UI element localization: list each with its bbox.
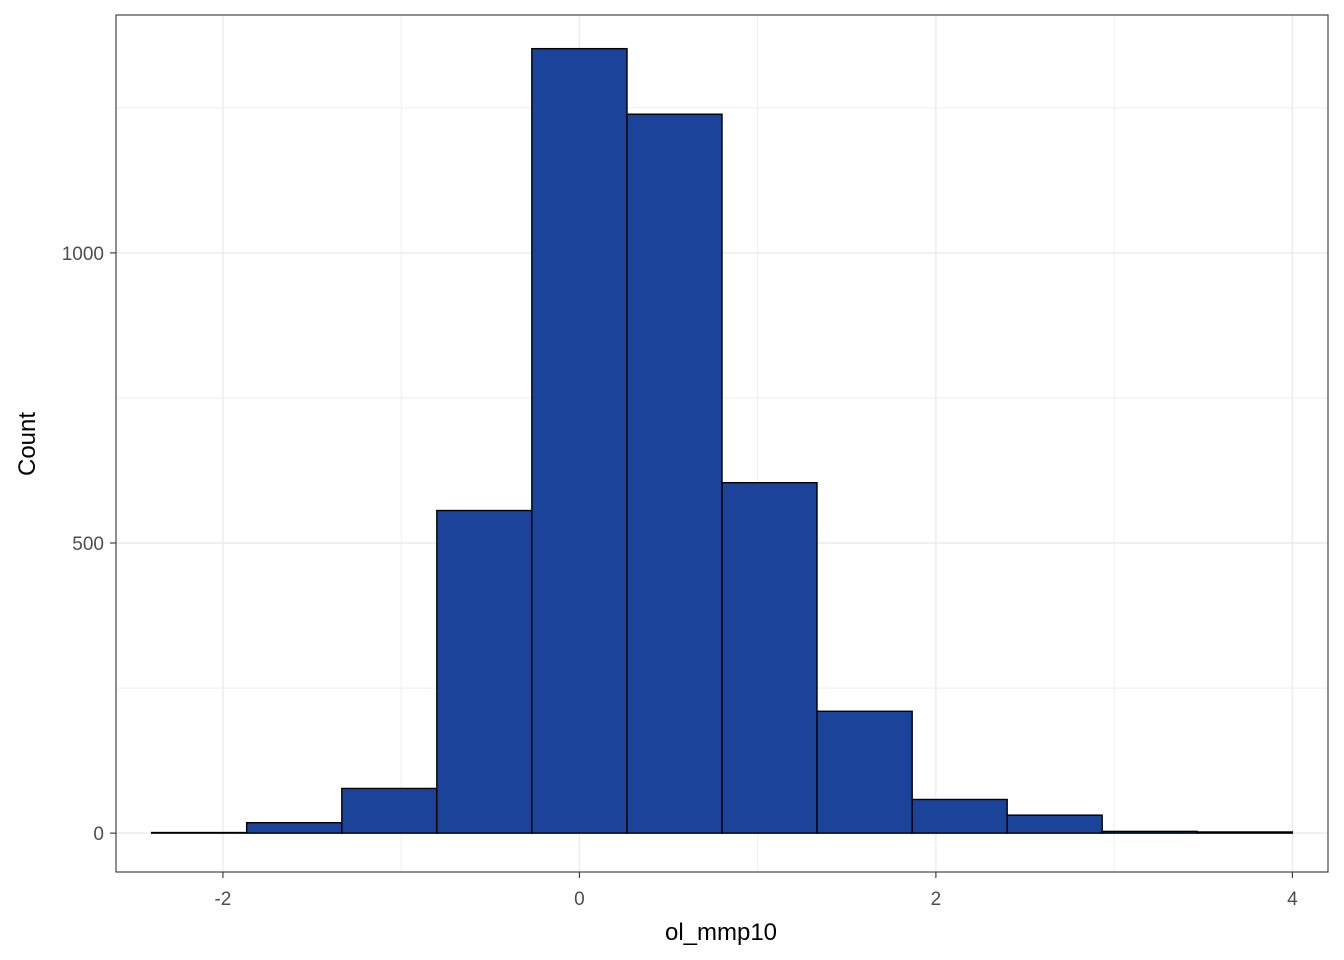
histogram-bar [721,481,818,834]
histogram-bar [911,798,1008,834]
histogram-bar [341,787,438,834]
histogram-bar [531,47,628,834]
x-tick-label: 2 [931,889,942,910]
histogram-bar [626,113,723,834]
x-tick-label: 0 [574,889,585,910]
y-axis-ticks: 0 500 1000 [62,244,116,845]
histogram-bars [150,47,1294,834]
histogram-bar [816,710,913,834]
panel-border [115,14,1329,873]
histogram-bar [436,509,533,834]
histogram-bar [150,831,248,834]
y-axis-title: Count [14,412,41,476]
x-tick-label: -2 [214,889,231,910]
histogram-bar [245,821,343,834]
histogram-bar [1101,830,1199,834]
x-tick-label: 4 [1287,889,1298,910]
y-tick-label: 0 [93,824,104,845]
y-tick-label: 1000 [62,244,104,265]
x-axis-title: ol_mmp10 [665,919,777,946]
y-tick-label: 500 [72,534,104,555]
histogram-bar [1006,814,1103,834]
x-axis-ticks: -2 0 2 4 [214,872,1298,910]
histogram-bar [1196,831,1294,834]
